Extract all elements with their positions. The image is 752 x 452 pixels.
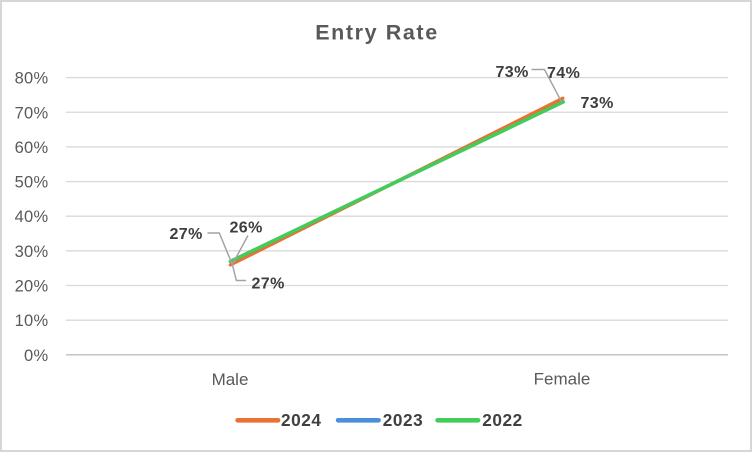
svg-text:70%: 70% [15,104,49,122]
svg-text:Female: Female [534,369,591,388]
svg-text:2023: 2023 [383,410,423,430]
svg-text:26%: 26% [230,220,263,237]
svg-text:74%: 74% [547,65,580,82]
svg-text:20%: 20% [15,278,49,296]
svg-text:73%: 73% [581,95,614,112]
svg-text:50%: 50% [15,174,49,192]
svg-text:Male: Male [212,370,249,389]
svg-text:2024: 2024 [281,410,321,430]
svg-text:27%: 27% [252,276,285,293]
svg-text:60%: 60% [15,139,49,157]
svg-text:80%: 80% [15,70,49,88]
svg-text:27%: 27% [170,226,203,243]
svg-text:73%: 73% [496,64,529,81]
svg-text:Entry Rate: Entry Rate [315,21,439,45]
svg-text:30%: 30% [15,243,49,261]
svg-text:0%: 0% [24,347,48,365]
svg-text:2022: 2022 [482,410,522,430]
svg-text:10%: 10% [15,312,49,330]
svg-text:40%: 40% [15,208,49,226]
